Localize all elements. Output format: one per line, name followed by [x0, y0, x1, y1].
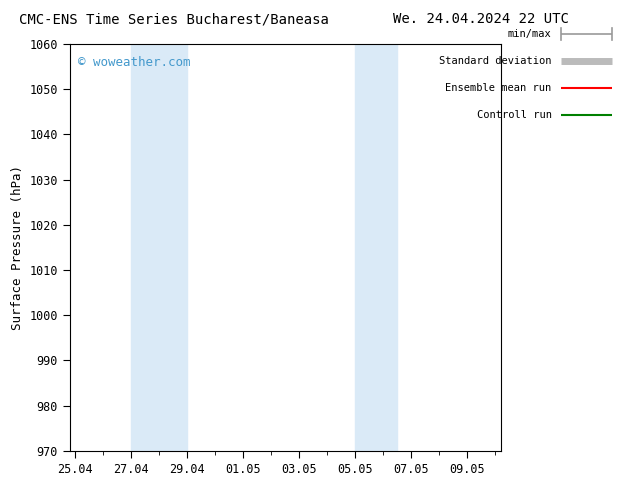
Bar: [355, 44, 398, 451]
Text: Standard deviation: Standard deviation: [439, 56, 552, 66]
Text: Ensemble mean run: Ensemble mean run: [445, 83, 552, 93]
Bar: [131, 44, 187, 451]
Text: We. 24.04.2024 22 UTC: We. 24.04.2024 22 UTC: [393, 12, 569, 26]
Y-axis label: Surface Pressure (hPa): Surface Pressure (hPa): [11, 165, 24, 330]
Text: min/max: min/max: [508, 29, 552, 39]
Text: © woweather.com: © woweather.com: [79, 56, 191, 69]
Text: Controll run: Controll run: [477, 110, 552, 120]
Text: CMC-ENS Time Series Bucharest/Baneasa: CMC-ENS Time Series Bucharest/Baneasa: [19, 12, 329, 26]
